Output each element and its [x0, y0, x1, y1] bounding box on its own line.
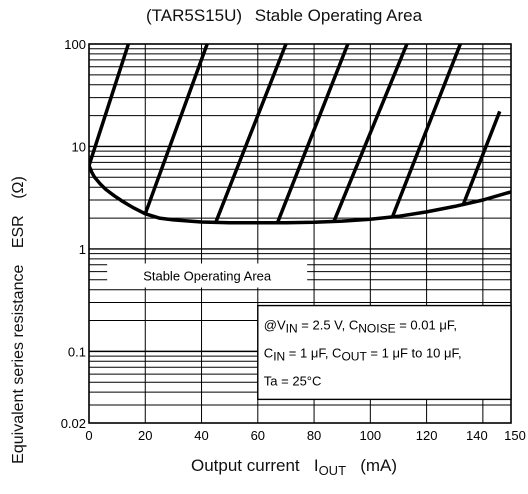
x-tick-label: 60	[251, 428, 265, 443]
plot-border	[88, 43, 512, 424]
condition-subscript: IN	[273, 350, 285, 364]
condition-text-part: @V	[264, 318, 286, 333]
x-tick-label: 120	[416, 428, 438, 443]
y-tick-label: 0.02	[61, 416, 86, 431]
y-tick-label: 0.1	[68, 344, 86, 359]
chart-title-part: Stable Operating Area	[254, 6, 423, 25]
area-label-box	[107, 263, 308, 288]
x-tick-label: 140	[466, 428, 488, 443]
y-tick-label: 1	[79, 242, 86, 257]
x-tick-label: 20	[138, 428, 152, 443]
x-axis-label: Output current IOUT (mA)	[0, 456, 528, 478]
condition-text: Ta = 25°C	[264, 374, 322, 389]
hatch-lines	[89, 44, 502, 224]
condition-text-part: = 1 μF, C	[285, 346, 341, 361]
hatch-line	[275, 44, 350, 224]
condition-text-part: = 0.01 μF,	[396, 318, 457, 333]
y-axis-label: Equivalent series resistance ESR (Ω)	[10, 170, 28, 470]
series-line	[89, 164, 511, 225]
x-axis-label-part: I	[313, 456, 319, 475]
hatch-line	[332, 44, 409, 223]
y-axis-label-part: Equivalent series resistance	[10, 264, 27, 464]
area-label: Stable Operating Area	[143, 269, 272, 284]
conditions-box	[257, 304, 512, 401]
y-tick-label: 100	[64, 37, 86, 52]
x-tick-label: 0	[85, 428, 92, 443]
condition-subscript: OUT	[341, 350, 367, 364]
y-tick-label: 10	[72, 139, 86, 154]
condition-text: CIN = 1 μF, COUT = 1 μF to 10 μF,	[264, 346, 462, 364]
x-tick-label: 40	[194, 428, 208, 443]
x-axis-label-subscript: OUT	[318, 463, 347, 478]
x-axis-label-part: Output current	[190, 456, 300, 475]
condition-text-part: = 2.5 V, C	[298, 318, 359, 333]
y-axis-label-part: ESR	[10, 215, 27, 249]
hatch-line	[213, 44, 288, 224]
condition-subscript: NOISE	[358, 322, 395, 336]
x-tick-label: 80	[307, 428, 321, 443]
condition-text-part: = 1 μF to 10 μF,	[367, 346, 462, 361]
condition-text: @VIN = 2.5 V, CNOISE = 0.01 μF,	[264, 318, 457, 336]
condition-subscript: IN	[286, 322, 298, 336]
x-tick-label: 100	[359, 428, 381, 443]
x-tick-label: 150	[504, 428, 526, 443]
y-axis-label-part: (Ω)	[10, 176, 27, 199]
condition-text-part: Ta = 25°C	[264, 374, 322, 389]
hatch-line	[391, 44, 462, 217]
chart-title-part: (TAR5S15U)	[145, 6, 243, 25]
hatch-line	[89, 44, 131, 167]
hatch-line	[143, 44, 209, 215]
condition-text-part: C	[264, 346, 273, 361]
x-axis-label-part: (mA)	[360, 456, 398, 475]
chart-title: (TAR5S15U) Stable Operating Area	[0, 6, 528, 26]
hatch-line	[461, 110, 502, 206]
